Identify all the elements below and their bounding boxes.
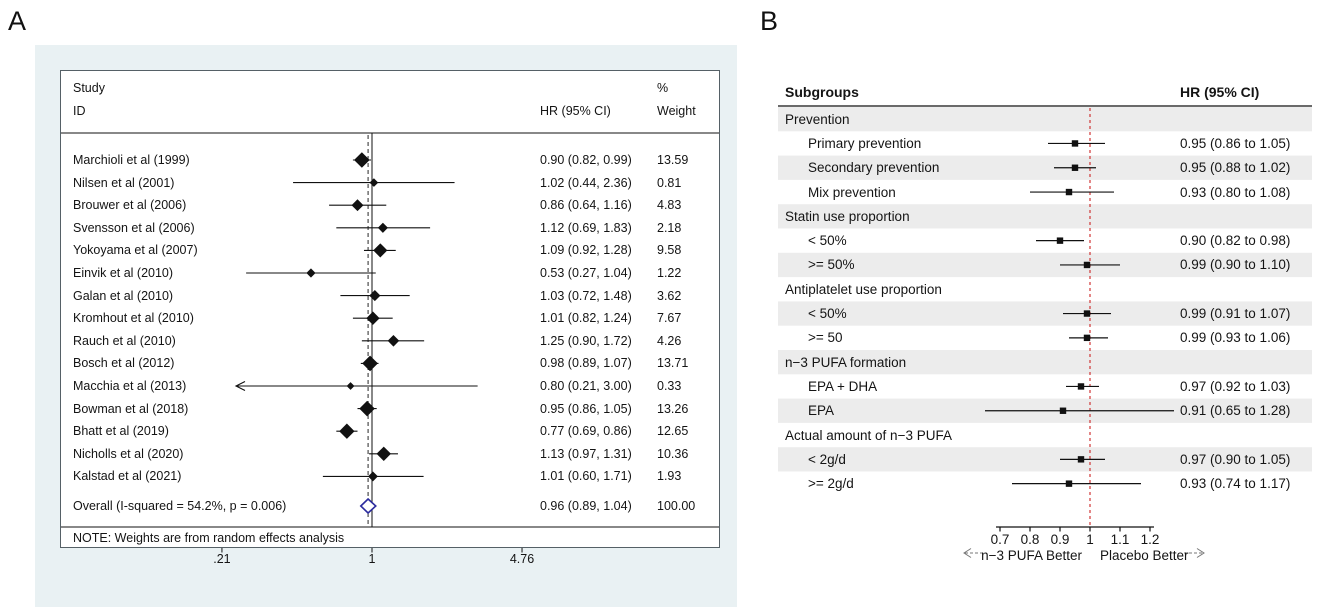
axis-tick-label: .21 — [213, 552, 231, 566]
study-hr-ci: 0.80 (0.21, 3.00) — [540, 379, 632, 393]
subgroup-hr-ci: 0.99 (0.93 to 1.06) — [1180, 330, 1291, 346]
study-hr-ci: 0.90 (0.82, 0.99) — [540, 153, 632, 167]
study-label: Galan et al (2010) — [73, 288, 174, 303]
study-hr-ci: 0.86 (0.64, 1.16) — [540, 198, 632, 213]
subgroup-category-label: Prevention — [785, 111, 850, 127]
study-label: Einvik et al (2010) — [73, 266, 174, 280]
axis-tick-label: 0.8 — [1020, 532, 1040, 547]
subgroup-item-label: Secondary prevention — [808, 160, 940, 176]
subgroup-hr-ci: 0.95 (0.86 to 1.05) — [1180, 135, 1291, 151]
study-label: Kalstad et al (2021) — [73, 469, 182, 484]
study-weight: 13.26 — [657, 401, 689, 416]
study-hr-ci: 0.53 (0.27, 1.04) — [540, 266, 632, 280]
subgroup-item-label: >= 2g/d — [808, 476, 854, 492]
axis-tick-label: 1 — [368, 552, 376, 566]
col-header-hr-ci: HR (95% CI) — [540, 104, 611, 118]
subgroup-hr-ci: 0.99 (0.91 to 1.07) — [1180, 306, 1291, 322]
subgroup-category-label: Actual amount of n−3 PUFA — [785, 427, 952, 443]
subgroup-category-label: Antiplatelet use proportion — [785, 281, 942, 297]
study-weight: 9.58 — [657, 243, 682, 258]
study-weight: 1.22 — [657, 266, 682, 280]
study-hr-ci: 1.03 (0.72, 1.48) — [540, 288, 632, 303]
study-weight: 1.93 — [657, 469, 682, 484]
study-label: Brouwer et al (2006) — [73, 198, 187, 213]
subgroup-item-label: Mix prevention — [808, 184, 896, 200]
study-hr-ci: 0.95 (0.86, 1.05) — [540, 401, 632, 416]
col-header-study: Study — [73, 81, 105, 95]
subgroup-hr-ci: 0.95 (0.88 to 1.02) — [1180, 160, 1291, 176]
study-hr-ci: 1.02 (0.44, 2.36) — [540, 175, 632, 190]
subgroup-item-label: < 50% — [808, 306, 847, 322]
study-hr-ci: 1.12 (0.69, 1.83) — [540, 220, 632, 235]
study-label: Bowman et al (2018) — [73, 401, 189, 416]
panel-a-plot-frame — [60, 70, 720, 548]
subgroup-item-label: EPA + DHA — [808, 378, 878, 394]
axis-tick-label: 0.7 — [990, 532, 1010, 547]
study-label: Nilsen et al (2001) — [73, 175, 175, 190]
axis-tick-label: 0.9 — [1050, 532, 1070, 547]
study-weight: 13.59 — [657, 153, 689, 167]
subgroup-hr-ci: 0.90 (0.82 to 0.98) — [1180, 233, 1291, 249]
study-label: Nicholls et al (2020) — [73, 446, 184, 461]
study-hr-ci: 1.01 (0.60, 1.71) — [540, 469, 632, 484]
study-label: Rauch et al (2010) — [73, 333, 176, 348]
axis-tick-label: 1.1 — [1110, 532, 1130, 547]
col-header-percent: % — [657, 81, 669, 95]
note-text: NOTE: Weights are from random effects an… — [73, 531, 345, 545]
subgroup-item-label: >= 50 — [808, 330, 843, 346]
subgroup-hr-ci: 0.93 (0.80 to 1.08) — [1180, 184, 1291, 200]
study-weight: 13.71 — [657, 356, 689, 371]
study-weight: 7.67 — [657, 311, 682, 326]
study-hr-ci: 0.98 (0.89, 1.07) — [540, 356, 632, 371]
study-weight: 3.62 — [657, 288, 682, 303]
subgroup-hr-ci: 0.93 (0.74 to 1.17) — [1180, 476, 1291, 492]
axis-tick-label: 1.2 — [1140, 532, 1160, 547]
panel-a-label: A — [8, 6, 27, 36]
col-header-hr-ci: HR (95% CI) — [1180, 84, 1260, 100]
study-label: Marchioli et al (1999) — [73, 153, 190, 167]
study-hr-ci: 1.01 (0.82, 1.24) — [540, 311, 632, 326]
overall-label: Overall (I-squared = 54.2%, p = 0.006) — [73, 499, 287, 513]
study-hr-ci: 1.09 (0.92, 1.28) — [540, 243, 632, 258]
col-header-id: ID — [73, 104, 86, 118]
overall-hr-ci: 0.96 (0.89, 1.04) — [540, 499, 632, 513]
study-weight: 12.65 — [657, 424, 689, 439]
subgroup-hr-ci: 0.97 (0.92 to 1.03) — [1180, 378, 1291, 394]
subgroup-item-label: >= 50% — [808, 257, 855, 273]
study-hr-ci: 1.25 (0.90, 1.72) — [540, 333, 632, 348]
axis-tick-label: 4.76 — [509, 552, 535, 566]
study-label: Yokoyama et al (2007) — [73, 243, 198, 258]
study-weight: 0.81 — [657, 175, 682, 190]
subgroup-hr-ci: 0.99 (0.90 to 1.10) — [1180, 257, 1291, 273]
subgroup-category-label: n−3 PUFA formation — [785, 354, 907, 370]
subgroup-item-label: EPA — [808, 403, 835, 419]
panel-b-label: B — [760, 6, 779, 36]
overall-weight: 100.00 — [657, 499, 696, 513]
study-weight: 10.36 — [657, 446, 689, 461]
study-weight: 0.33 — [657, 379, 682, 393]
subgroup-hr-ci: 0.97 (0.90 to 1.05) — [1180, 451, 1291, 467]
study-label: Svensson et al (2006) — [73, 220, 195, 235]
subgroup-category-label: Statin use proportion — [785, 208, 910, 224]
subgroup-item-label: < 50% — [808, 233, 847, 249]
study-weight: 4.83 — [657, 198, 682, 213]
subgroup-hr-ci: 0.91 (0.65 to 1.28) — [1180, 403, 1291, 419]
study-label: Bhatt et al (2019) — [73, 424, 169, 439]
subgroup-item-label: < 2g/d — [808, 451, 846, 467]
left-direction-label: n−3 PUFA Better — [981, 548, 1082, 563]
study-hr-ci: 1.13 (0.97, 1.31) — [540, 446, 632, 461]
axis-tick-label: 1 — [1086, 532, 1094, 547]
study-label: Bosch et al (2012) — [73, 356, 175, 371]
col-header-weight: Weight — [657, 104, 696, 118]
study-weight: 2.18 — [657, 220, 682, 235]
study-label: Kromhout et al (2010) — [73, 311, 194, 326]
study-hr-ci: 0.77 (0.69, 0.86) — [540, 424, 632, 439]
right-direction-label: Placebo Better — [1100, 548, 1189, 563]
study-label: Macchia et al (2013) — [73, 379, 187, 393]
subgroup-item-label: Primary prevention — [808, 135, 922, 151]
study-weight: 4.26 — [657, 333, 682, 348]
col-header-subgroups: Subgroups — [785, 84, 859, 100]
